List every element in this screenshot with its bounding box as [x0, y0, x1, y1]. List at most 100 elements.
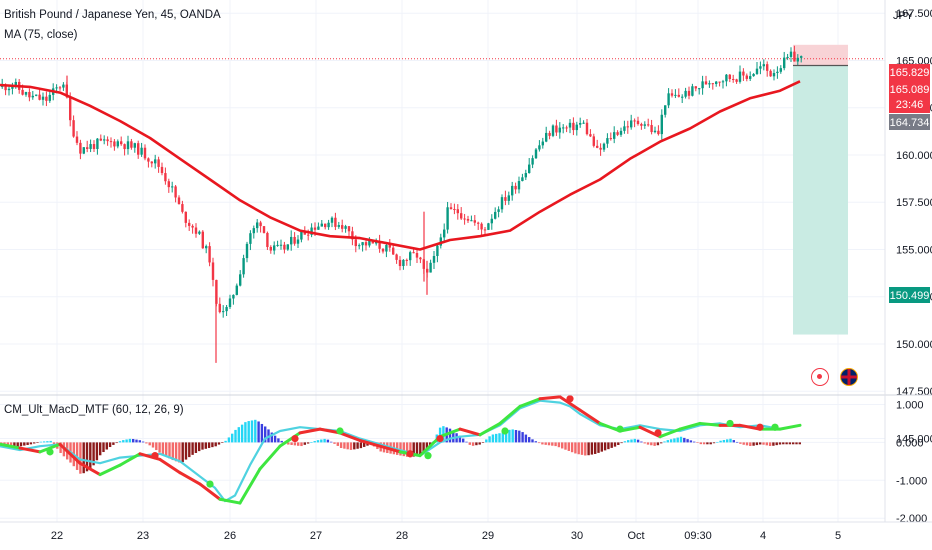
macd-hist-bar: [531, 439, 534, 443]
macd-hist-bar: [23, 442, 26, 446]
candle-body: [589, 134, 592, 137]
price-tag-target: 165.829: [889, 64, 930, 80]
macd-hist-bar: [729, 438, 732, 443]
candle-body: [126, 141, 130, 150]
macd-hist-bar: [224, 440, 227, 443]
target-zone: [793, 44, 848, 66]
symbol-legend[interactable]: British Pound / Japanese Yen, 45, OANDA: [4, 9, 221, 21]
macd-hist-bar: [458, 435, 462, 443]
candle-body: [796, 57, 799, 62]
macd-hist-bar: [636, 439, 640, 443]
macd-hist-bar: [521, 432, 524, 443]
macd-hist-bar: [620, 442, 623, 444]
moving-average: [0, 80, 801, 251]
macd-hist-bar: [623, 441, 627, 443]
macd-hist-bar: [89, 442, 92, 470]
macd-hist-bar: [138, 440, 141, 443]
macd-hist-bar: [59, 442, 62, 453]
macd-hist-bar: [36, 442, 39, 443]
economic-event-icon[interactable]: [811, 368, 829, 386]
candle-body: [582, 122, 585, 124]
candle-body: [653, 130, 657, 133]
macd-hist-bar: [785, 442, 788, 445]
candle-body: [171, 186, 174, 188]
macd-hist-bar: [653, 442, 656, 446]
candle-body: [562, 127, 565, 129]
macd-hist-bar: [303, 442, 306, 445]
candle-body: [133, 143, 136, 148]
cross-dot: [616, 425, 624, 433]
ma-legend[interactable]: MA (75, close): [4, 29, 78, 41]
candle-body: [7, 88, 11, 91]
macd-hist-bar: [13, 442, 16, 448]
macd-hist-bar: [39, 441, 42, 443]
candle-body: [429, 262, 432, 273]
macd-hist-bar: [250, 420, 254, 443]
bar-countdown: 23:46: [896, 99, 924, 111]
signal-line-segment: [238, 467, 262, 505]
macd-hist-bar: [640, 441, 643, 443]
uk-flag-icon[interactable]: [840, 368, 858, 386]
candle-body: [120, 141, 123, 145]
macd-hist-bar: [402, 442, 405, 457]
macd-hist-bar: [587, 442, 590, 456]
candle-body: [732, 78, 735, 80]
candle-body: [667, 93, 670, 106]
macd-hist-bar: [547, 442, 551, 446]
candle-body: [92, 144, 96, 149]
candle-body: [521, 177, 524, 182]
candle-body: [766, 64, 769, 71]
candle-body: [800, 56, 803, 58]
candle-body: [174, 186, 177, 198]
candle-body: [545, 132, 548, 142]
price-tick-label: 147.500: [896, 386, 932, 398]
macd-hist-bar: [254, 419, 257, 443]
macd-hist-bar: [118, 441, 122, 443]
signal-line-segment: [678, 421, 702, 431]
signal-line-segment: [378, 444, 402, 454]
candle-body: [453, 209, 456, 211]
signal-line-segment: [78, 461, 102, 477]
ma-line: [0, 80, 801, 251]
macd-hist-bar: [102, 442, 105, 453]
candle-body: [191, 225, 194, 228]
time-tick-label: 22: [51, 530, 63, 542]
macd-hist-bar: [544, 442, 547, 445]
signal-line-segment: [58, 442, 82, 465]
candle-body: [565, 127, 568, 129]
axes[interactable]: 167.500165.000162.500160.000157.500155.0…: [51, 8, 932, 542]
candle-body: [446, 207, 449, 230]
candle-body: [341, 225, 344, 229]
price-tag-stop: 150.499: [889, 287, 930, 303]
time-tick-label: Oct: [627, 530, 644, 542]
macd-hist-bar: [699, 442, 702, 445]
macd-hist-bar: [363, 442, 366, 447]
candle-body: [113, 141, 116, 147]
candle-body: [579, 122, 582, 125]
candle-body: [619, 130, 623, 135]
signal-line-segment: [338, 431, 362, 442]
cross-dot: [771, 423, 779, 431]
macd-hist-bar: [498, 433, 501, 443]
macd-hist-bar: [247, 421, 250, 443]
signal-line-segment: [38, 442, 62, 454]
macd-hist-bar: [211, 442, 214, 448]
candle-body: [62, 84, 65, 88]
candle-body: [198, 231, 201, 234]
candle-body: [147, 158, 150, 162]
candle-body: [776, 71, 779, 74]
candle-body: [432, 256, 436, 263]
candle-body: [252, 228, 255, 234]
signal-line-segment: [358, 438, 382, 448]
macd-hist-bar: [462, 438, 465, 443]
macd-legend[interactable]: CM_Ult_MacD_MTF (60, 12, 26, 9): [4, 404, 184, 416]
macd-hist-bar: [495, 433, 498, 443]
candle-body: [650, 125, 653, 133]
cross-dot: [291, 434, 299, 443]
candle-body: [273, 245, 276, 251]
candle-body: [164, 173, 167, 182]
candle-body: [718, 81, 721, 83]
candle-body: [368, 240, 371, 246]
macd-hist-bar: [132, 438, 135, 443]
